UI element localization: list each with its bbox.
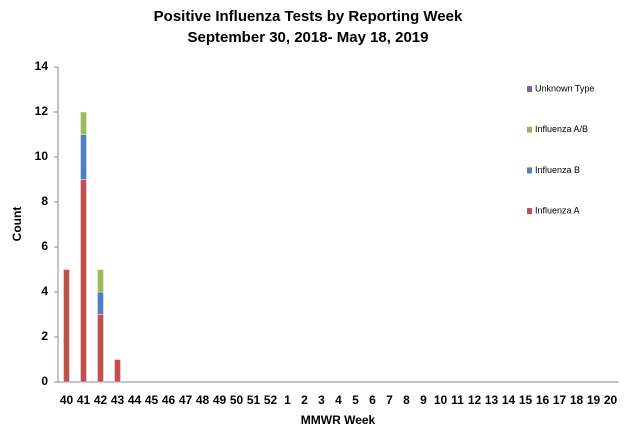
x-tick-label: 41 <box>77 393 91 407</box>
y-tick-label: 12 <box>35 104 49 118</box>
x-tick-label: 52 <box>264 393 278 407</box>
y-tick-label: 2 <box>41 329 48 343</box>
legend-swatch <box>527 86 532 92</box>
bar-segment <box>80 179 87 383</box>
x-tick-label: 47 <box>179 393 193 407</box>
x-tick-label: 8 <box>403 393 410 407</box>
x-tick-label: 44 <box>128 393 142 407</box>
x-tick-label: 51 <box>247 393 261 407</box>
x-tick-label: 5 <box>352 393 359 407</box>
bar-segment <box>97 269 104 293</box>
chart-subtitle: September 30, 2018- May 18, 2019 <box>188 29 429 46</box>
x-tick-label: 2 <box>301 393 308 407</box>
x-tick-label: 19 <box>587 393 601 407</box>
bar-segment <box>63 269 70 383</box>
x-tick-label: 12 <box>468 393 482 407</box>
x-tick-label: 4 <box>335 393 342 407</box>
x-tick-label: 50 <box>230 393 244 407</box>
chart-title: Positive Influenza Tests by Reporting We… <box>154 8 463 25</box>
bar-segment <box>114 359 121 383</box>
x-tick-label: 17 <box>553 393 567 407</box>
legend-label: Influenza B <box>535 165 580 175</box>
legend-label: Unknown Type <box>535 83 594 93</box>
y-axis-title: Count <box>10 207 24 242</box>
legend-label: Influenza A/B <box>535 124 588 134</box>
x-tick-label: 46 <box>162 393 176 407</box>
x-tick-label: 20 <box>604 393 618 407</box>
y-tick-label: 6 <box>41 239 48 253</box>
bar-segment <box>97 314 104 383</box>
x-axis-title: MMWR Week <box>301 413 376 427</box>
x-tick-label: 49 <box>213 393 227 407</box>
x-tick-label: 7 <box>386 393 393 407</box>
bar-segment <box>97 291 104 315</box>
bar-segment <box>80 134 87 180</box>
x-tick-label: 18 <box>570 393 584 407</box>
x-tick-label: 40 <box>60 393 74 407</box>
y-tick-label: 8 <box>41 194 48 208</box>
legend-swatch <box>527 126 532 133</box>
x-tick-label: 13 <box>485 393 499 407</box>
y-tick-label: 14 <box>35 59 49 73</box>
x-tick-label: 1 <box>284 393 291 407</box>
x-tick-label: 9 <box>420 393 427 407</box>
legend-label: Influenza A <box>535 205 580 215</box>
y-tick-label: 4 <box>41 284 48 298</box>
bar-segment <box>80 111 87 135</box>
x-tick-label: 3 <box>318 393 325 407</box>
x-tick-label: 45 <box>145 393 159 407</box>
x-tick-label: 43 <box>111 393 125 407</box>
x-tick-label: 14 <box>502 393 516 407</box>
legend-swatch <box>527 208 532 215</box>
x-tick-label: 6 <box>369 393 376 407</box>
x-tick-label: 15 <box>519 393 533 407</box>
x-tick-label: 10 <box>434 393 448 407</box>
legend-swatch <box>527 167 532 174</box>
y-tick-label: 10 <box>35 149 49 163</box>
x-tick-label: 11 <box>451 393 464 407</box>
x-tick-label: 42 <box>94 393 108 407</box>
x-tick-label: 48 <box>196 393 210 407</box>
y-tick-label: 0 <box>41 374 48 388</box>
x-tick-label: 16 <box>536 393 550 407</box>
